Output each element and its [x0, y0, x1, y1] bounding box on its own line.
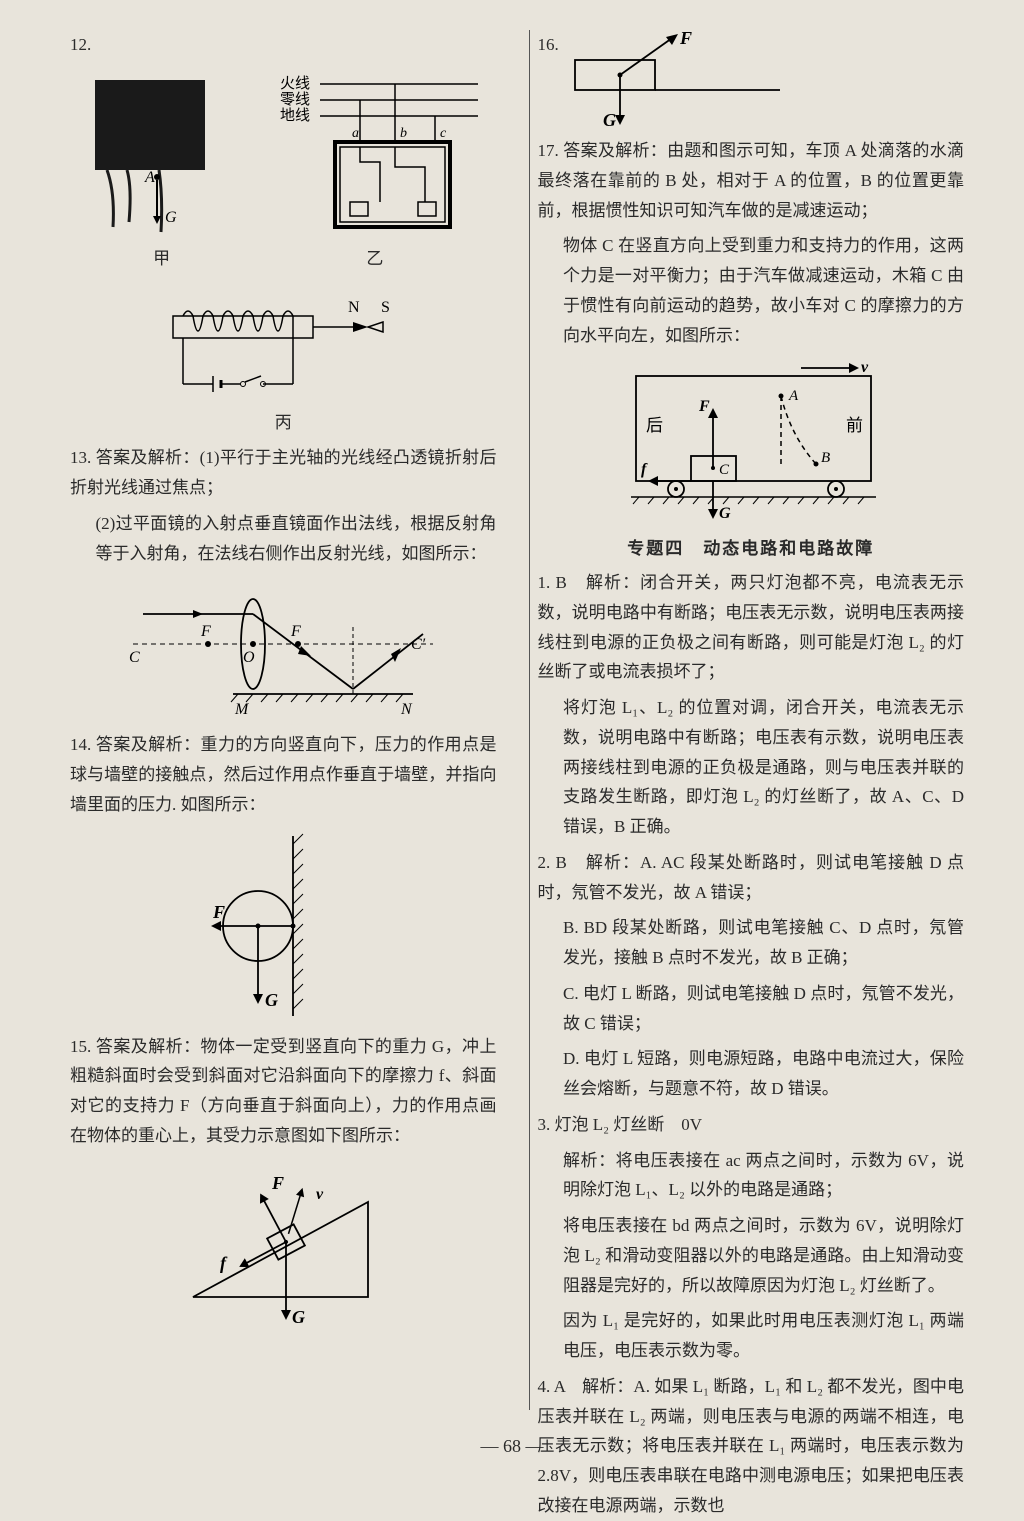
- q12-number: 12.: [70, 35, 91, 54]
- fig15-F: F: [271, 1173, 284, 1193]
- fig13-F1: F: [200, 623, 211, 640]
- wire-c: c: [440, 126, 447, 141]
- q15-text: 15. 答案及解析：物体一定受到竖直向下的重力 G，冲上粗糙斜面时会受到斜面对它…: [70, 1032, 497, 1151]
- fig13-F2: F: [290, 623, 301, 640]
- section-title: 专题四 动态电路和电路故障: [538, 534, 965, 564]
- a2a: 2. B 解析：A. AC 段某处断路时，则试电笔接触 D 点时，氖管不发光，故…: [538, 848, 965, 908]
- a3b: 解析：将电压表接在 ac 两点之间时，示数为 6V，说明除灯泡 L₁、L₂ 以外…: [538, 1146, 965, 1206]
- fig12-jia-caption: 甲: [87, 244, 237, 274]
- fig17-f: f: [641, 461, 648, 478]
- fig15-f: f: [220, 1253, 228, 1273]
- fig16: F G: [565, 30, 785, 130]
- fig12-bing-caption: 丙: [70, 408, 497, 438]
- wire-a: a: [352, 126, 359, 141]
- fig15-G: G: [292, 1307, 305, 1327]
- fig17-B: B: [821, 450, 830, 466]
- fig14: G F: [70, 826, 497, 1026]
- fig13-M: M: [234, 701, 250, 718]
- wire-ling: 零线: [280, 91, 310, 108]
- fig17: v 后 前 A B C F: [538, 356, 965, 526]
- fig-bing-N: N: [348, 299, 360, 316]
- fig16-G: G: [603, 110, 616, 130]
- a2c: C. 电灯 L 断路，则试电笔接触 D 点时，氖管不发光，故 C 错误；: [538, 979, 965, 1039]
- fig16-F: F: [679, 30, 692, 48]
- fig13-C: C: [129, 649, 140, 666]
- fig17-hou: 后: [646, 416, 663, 435]
- a1b: 将灯泡 L₁、L₂ 的位置对调，闭合开关，电流表无示数，说明电路中有断路；电压表…: [538, 693, 965, 842]
- fig17-G: G: [719, 505, 731, 522]
- q16-number: 16.: [538, 30, 559, 60]
- fig14-F: F: [212, 902, 225, 922]
- wire-huo: 火线: [280, 75, 310, 92]
- fig17-F: F: [698, 398, 710, 415]
- fig13: F F O C C′ M N: [70, 574, 497, 724]
- q13b-text: (2)过平面镜的入射点垂直镜面作出法线，根据反射角等于入射角，在法线右侧作出反射…: [70, 509, 497, 569]
- a3d: 因为 L₁ 是完好的，如果此时用电压表测灯泡 L₁ 两端电压，电压表示数为零。: [538, 1306, 965, 1366]
- a3c: 将电压表接在 bd 两点之间时，示数为 6V，说明除灯泡 L₂ 和滑动变阻器以外…: [538, 1211, 965, 1300]
- fig17-C: C: [719, 462, 730, 478]
- wire-b: b: [400, 126, 407, 141]
- a1a: 1. B 解析：闭合开关，两只灯泡都不亮，电流表无示数，说明电路中有断路；电压表…: [538, 568, 965, 687]
- fig17-qian: 前: [846, 416, 863, 435]
- q17b-text: 物体 C 在竖直方向上受到重力和支持力的作用，这两个力是一对平衡力；由于汽车做减…: [538, 231, 965, 350]
- fig12-bing: N S 丙: [70, 286, 497, 438]
- q17a-text: 17. 答案及解析：由题和图示可知，车顶 A 处滴落的水滴最终落在靠前的 B 处…: [538, 136, 965, 225]
- fig15: F v f G: [70, 1157, 497, 1327]
- fig17-A: A: [788, 388, 799, 404]
- a3a: 3. 灯泡 L₂ 灯丝断 0V: [538, 1110, 965, 1140]
- fig12-jia-G: G: [165, 209, 177, 226]
- fig12-jia-A: A: [144, 169, 155, 186]
- q14-text: 14. 答案及解析：重力的方向竖直向下，压力的作用点是球与墙壁的接触点，然后过作…: [70, 730, 497, 819]
- page-number: — 68 —: [0, 1431, 1024, 1463]
- fig15-v: v: [316, 1186, 324, 1203]
- fig12-row: A G 甲 火线 零线 地线: [70, 66, 497, 280]
- fig12-jia: A G 甲: [87, 72, 237, 274]
- a2d: D. 电灯 L 短路，则电源短路，电路中电流过大，保险丝会熔断，与题意不符，故 …: [538, 1044, 965, 1104]
- fig17-v: v: [861, 359, 869, 376]
- fig-bing-S: S: [381, 299, 390, 316]
- a2b: B. BD 段某处断路，则试电笔接触 C、D 点时，氖管发光，接触 B 点时不发…: [538, 913, 965, 973]
- fig13-N: N: [400, 701, 413, 718]
- fig13-O: O: [243, 649, 255, 666]
- fig12-yi-caption: 乙: [270, 244, 480, 274]
- q13-text: 13. 答案及解析：(1)平行于主光轴的光线经凸透镜折射后折射光线通过焦点；: [70, 443, 497, 503]
- wire-di: 地线: [280, 107, 310, 124]
- fig12-yi: 火线 零线 地线 a b c 乙: [270, 72, 480, 274]
- fig14-G: G: [265, 990, 278, 1010]
